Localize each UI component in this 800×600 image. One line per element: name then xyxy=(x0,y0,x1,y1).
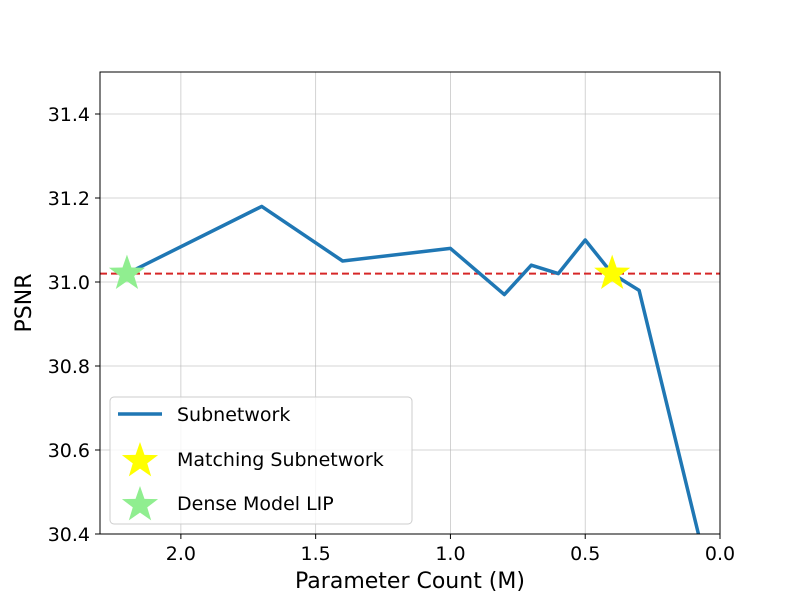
legend-subnetwork-label: Subnetwork xyxy=(177,404,290,426)
legend-box xyxy=(109,396,413,525)
plot-frame xyxy=(99,71,721,535)
x-tick-label: 0.5 xyxy=(570,543,600,565)
y-axis-label: PSNR xyxy=(12,274,37,333)
y-tick-label: 31.4 xyxy=(48,104,90,126)
legend-dense-star-icon xyxy=(121,486,159,521)
y-tick-label: 30.6 xyxy=(48,440,90,462)
legend-dense-label: Dense Model LIP xyxy=(177,493,334,515)
subnetwork-line xyxy=(126,204,701,535)
legend-matching-label: Matching Subnetwork xyxy=(177,449,384,471)
x-tick-label: 0.0 xyxy=(705,543,735,565)
x-tick-label: 1.0 xyxy=(435,543,465,565)
legend-matching-star-icon xyxy=(121,442,159,477)
y-tick-label: 30.8 xyxy=(48,356,90,378)
star-marker xyxy=(108,254,146,289)
x-axis-label: Parameter Count (M) xyxy=(295,569,525,594)
star-marker xyxy=(594,254,631,289)
legend: Subnetwork Matching Subnetwork Dense Mod… xyxy=(109,396,413,525)
plot-data xyxy=(100,204,720,535)
y-tick-label: 31.0 xyxy=(48,272,90,294)
x-tick-label: 2.0 xyxy=(166,543,196,565)
y-tick-label: 30.4 xyxy=(48,524,90,546)
axis-ticks: 2.0 1.5 1.0 0.5 0.0 30.4 30.6 30.8 31.0 31.2 31.4 xyxy=(48,104,735,565)
x-tick-label: 1.5 xyxy=(301,543,331,565)
y-tick-label: 31.2 xyxy=(48,188,90,210)
